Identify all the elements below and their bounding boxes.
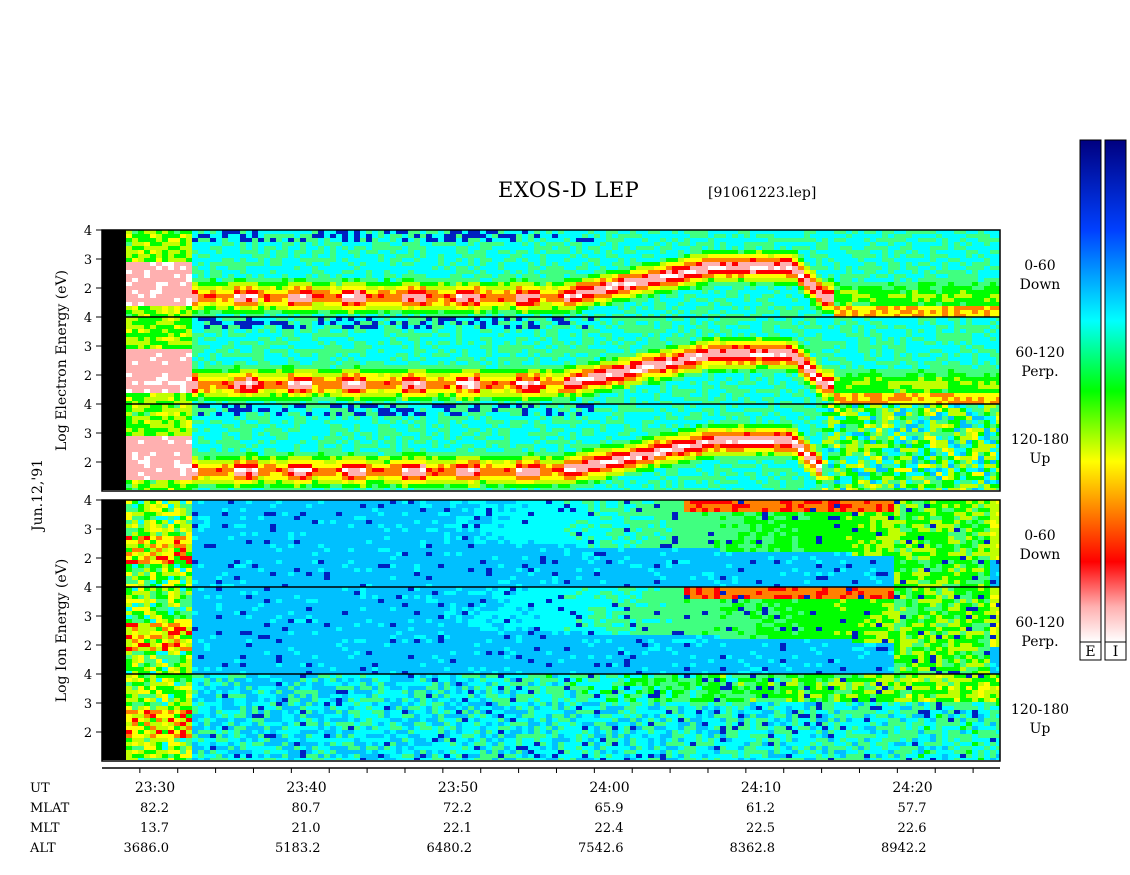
panel-frames	[101, 229, 1001, 762]
alt-value: 7542.6	[578, 841, 624, 856]
panel-frame	[101, 499, 1001, 762]
y-tick-label: 4	[84, 494, 92, 509]
electron-spectrogram	[102, 230, 1000, 490]
colorbar-e	[1079, 139, 1102, 643]
pitch-range-label: 0-60	[1024, 258, 1055, 274]
ion-spectrogram	[102, 500, 1000, 760]
axes-labels: 4 3 2 0-60 Down 4 3 2 60-120 Perp. 4 3 2 120-180 Up Log…	[29, 224, 1069, 856]
mlt-value: 22.6	[898, 821, 927, 836]
row-label-mlt: MLT	[30, 821, 60, 836]
y-tick-label: 3	[84, 697, 92, 712]
pitch-range-label: 120-180	[1011, 702, 1069, 718]
mlt-value: 21.0	[292, 821, 321, 836]
spectrogram-subpanel	[126, 500, 1000, 588]
pitch-range-label: 120-180	[1011, 432, 1069, 448]
colorbar-label: E	[1085, 644, 1095, 660]
y-tick-label: 3	[84, 610, 92, 625]
chart-title: EXOS-D LEP	[498, 178, 640, 202]
row-label-mlat: MLAT	[30, 801, 70, 816]
ut-tick-label: 24:20	[892, 780, 932, 796]
data-gap-block	[102, 500, 126, 760]
spectrogram-subpanel	[126, 404, 1000, 490]
y-tick-label: 2	[84, 282, 92, 297]
y-tick-label: 3	[84, 253, 92, 268]
alt-value: 5183.2	[275, 841, 321, 856]
mlat-value: 80.7	[292, 801, 321, 816]
mlt-value: 22.5	[746, 821, 775, 836]
y-tick-label: 4	[84, 311, 92, 326]
ut-tick-label: 24:00	[589, 780, 629, 796]
y-tick-label: 3	[84, 340, 92, 355]
mlt-value: 22.4	[595, 821, 624, 836]
pitch-direction-label: Up	[1030, 451, 1051, 467]
colorbar-label-box	[1079, 641, 1102, 661]
spectrogram-subpanel	[126, 230, 1000, 318]
y-tick-label: 2	[84, 639, 92, 654]
mlt-value: 13.7	[140, 821, 169, 836]
mlat-value: 65.9	[595, 801, 624, 816]
spectrogram-panels	[102, 230, 1000, 760]
y-tick-label: 2	[84, 456, 92, 471]
mlat-value: 61.2	[746, 801, 775, 816]
row-label-ut: UT	[30, 781, 50, 796]
y-tick-label: 4	[84, 668, 92, 683]
y-tick-label: 3	[84, 427, 92, 442]
electron-ylabel: Log Electron Energy (eV)	[54, 270, 70, 451]
pitch-range-label: 0-60	[1024, 528, 1055, 544]
y-tick-label: 2	[84, 369, 92, 384]
pitch-range-label: 60-120	[1015, 345, 1064, 361]
pitch-direction-label: Down	[1020, 277, 1061, 293]
mlat-value: 57.7	[898, 801, 927, 816]
panel-frame	[101, 229, 1001, 492]
spectrogram-subpanel	[126, 317, 1000, 405]
row-label-alt: ALT	[29, 841, 56, 856]
pitch-direction-label: Up	[1030, 721, 1051, 737]
colorbar-label: I	[1113, 644, 1119, 660]
ut-tick-label: 24:10	[741, 780, 781, 796]
y-tick-label: 4	[84, 224, 92, 239]
y-tick-label: 3	[84, 523, 92, 538]
y-tick-label: 4	[84, 581, 92, 596]
colorbar-i	[1104, 139, 1127, 643]
data-gap-block	[102, 230, 126, 490]
y-tick-label: 4	[84, 398, 92, 413]
date-label: Jun.12,'91	[30, 459, 46, 533]
ut-tick-label: 23:50	[438, 780, 478, 796]
y-tick-label: 2	[84, 726, 92, 741]
time-axis: UT MLAT MLT ALT 23:30 82.2 13.7 3686.0 23:40 80.7…	[29, 767, 1000, 856]
ion-ylabel: Log Ion Energy (eV)	[54, 559, 70, 702]
ut-tick-label: 23:30	[135, 780, 175, 796]
spectrogram-subpanel	[126, 587, 1000, 675]
alt-value: 8362.8	[730, 841, 776, 856]
alt-value: 6480.2	[427, 841, 473, 856]
y-tick-label: 2	[84, 552, 92, 567]
pitch-direction-label: Perp.	[1021, 364, 1058, 380]
alt-value: 3686.0	[124, 841, 170, 856]
ut-tick-label: 23:40	[286, 780, 326, 796]
spectrogram-subpanel	[126, 674, 1000, 760]
pitch-range-label: 60-120	[1015, 615, 1064, 631]
colorbar-label-box	[1104, 641, 1127, 661]
mlat-value: 72.2	[443, 801, 472, 816]
alt-value: 8942.2	[881, 841, 927, 856]
pitch-direction-label: Down	[1020, 547, 1061, 563]
file-id: [91061223.lep]	[708, 185, 817, 201]
mlt-value: 22.1	[443, 821, 472, 836]
pitch-direction-label: Perp.	[1021, 634, 1058, 650]
mlat-value: 82.2	[140, 801, 169, 816]
